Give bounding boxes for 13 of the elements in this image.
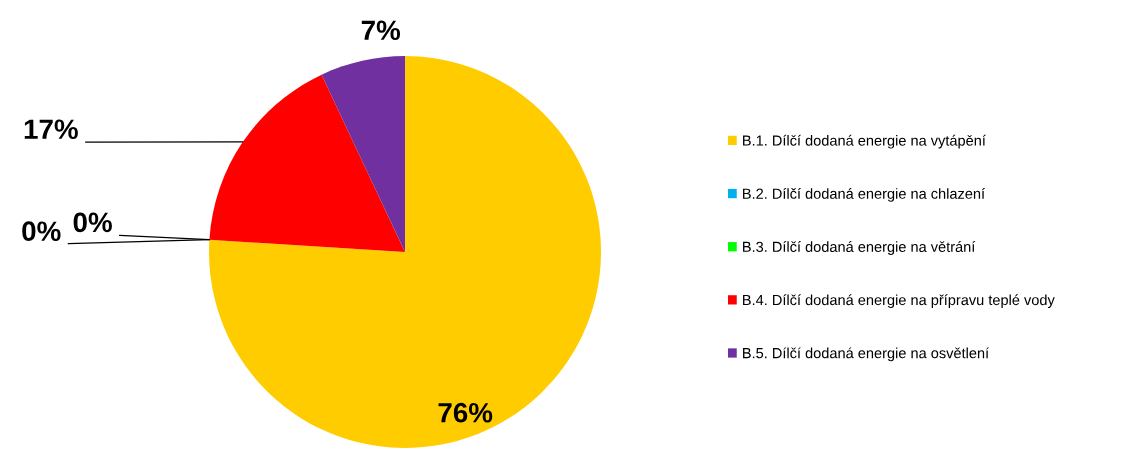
data-label: 17% [24,119,78,140]
legend-label: B.1. Dílčí dodaná energie na vytápění [743,134,986,149]
legend-label: B.5. Dílčí dodaná energie na osvětlení [743,347,990,362]
legend-label: B.3. Dílčí dodaná energie na větrání [743,241,976,255]
pie-slice [209,74,405,252]
legend-label: B.2. Dílčí dodaná energie na chlazení [743,187,986,202]
data-label: 76% [438,402,493,423]
text: 0% [22,221,61,242]
pie-slice [209,56,601,448]
legend-label: B.4. Dílčí dodaná energie na přípravu teplé vody [743,294,1055,309]
text: 0% [73,212,112,233]
data-label: 7% [361,20,401,41]
pie-slice [321,56,405,252]
